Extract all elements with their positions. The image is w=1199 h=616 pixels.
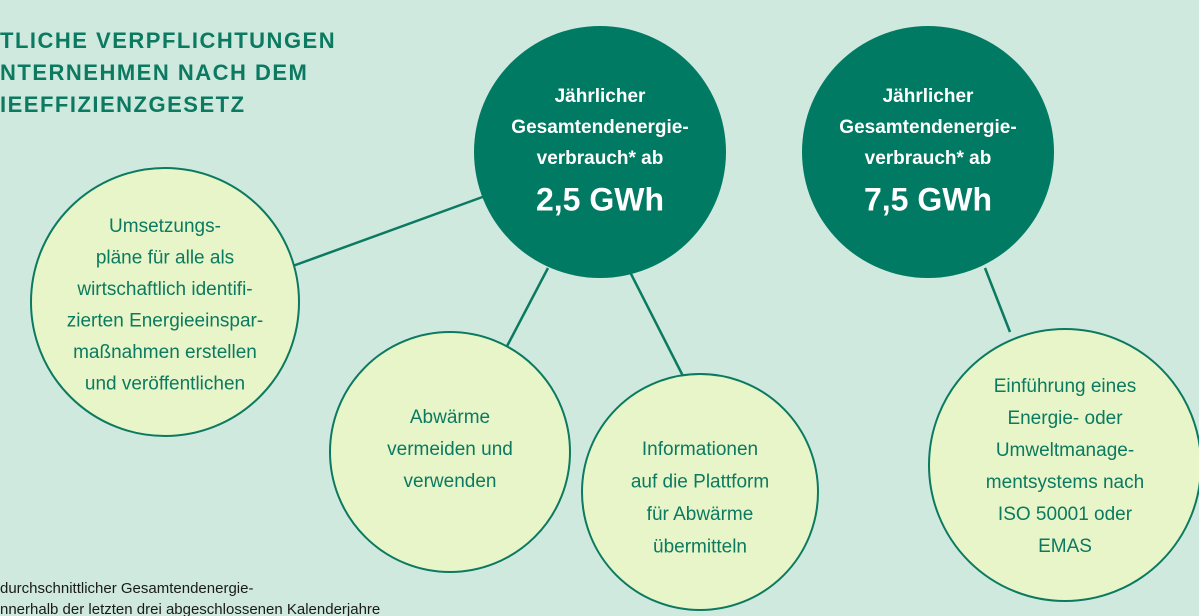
node-text: Jährlicher — [555, 86, 646, 107]
footnote-line: nnerhalb der letzten drei abgeschlossene… — [0, 601, 380, 616]
node-text: Abwärme — [410, 407, 490, 428]
node-text: und veröffentlichen — [85, 374, 245, 395]
node-text: ISO 50001 oder — [998, 504, 1133, 525]
node-text: auf die Plattform — [631, 472, 769, 493]
node-text: Energie- oder — [1007, 408, 1123, 429]
threshold-circle — [474, 26, 726, 278]
node-text: vermeiden und — [387, 439, 513, 460]
node-text: Gesamtendenergie- — [511, 117, 688, 138]
node-value: 2,5 GWh — [536, 181, 664, 217]
node-text: Umsetzungs- — [109, 216, 221, 237]
obligation-circle — [581, 373, 819, 611]
title-line: TLICHE VERPFLICHTUNGEN — [0, 28, 336, 53]
title-line: IEEFFIZIENZGESETZ — [0, 92, 246, 117]
node-text: EMAS — [1038, 536, 1092, 557]
threshold-circle — [802, 26, 1054, 278]
node-text: Jährlicher — [883, 86, 974, 107]
node-text: mentsystems nach — [986, 472, 1144, 493]
obligation-circle — [329, 331, 571, 573]
obligation-circle — [928, 328, 1199, 602]
node-text: verwenden — [404, 471, 497, 492]
connectors — [289, 193, 1012, 383]
connector — [289, 193, 489, 269]
node-text: für Abwärme — [647, 504, 754, 525]
node-text: Gesamtendenergie- — [839, 117, 1016, 138]
node-text: verbrauch* ab — [865, 148, 992, 169]
node-text: zierten Energieeinspar- — [67, 311, 263, 332]
node-text: verbrauch* ab — [537, 148, 664, 169]
node-text: maßnahmen erstellen — [73, 342, 257, 363]
node-text: Einführung eines — [994, 376, 1137, 397]
connector — [983, 267, 1012, 333]
connector — [626, 267, 688, 383]
obligation-circle — [30, 167, 300, 437]
footnote-line: durchschnittlicher Gesamtendenergie- — [0, 580, 253, 597]
node-text: Umweltmanage- — [996, 440, 1134, 461]
node-text: pläne für alle als — [96, 248, 234, 269]
connector — [503, 267, 550, 351]
node-text: Informationen — [642, 439, 758, 460]
node-value: 7,5 GWh — [864, 181, 992, 217]
node-text: übermitteln — [653, 537, 747, 558]
node-text: wirtschaftlich identifi- — [76, 279, 252, 300]
title-line: NTERNEHMEN NACH DEM — [0, 60, 308, 85]
